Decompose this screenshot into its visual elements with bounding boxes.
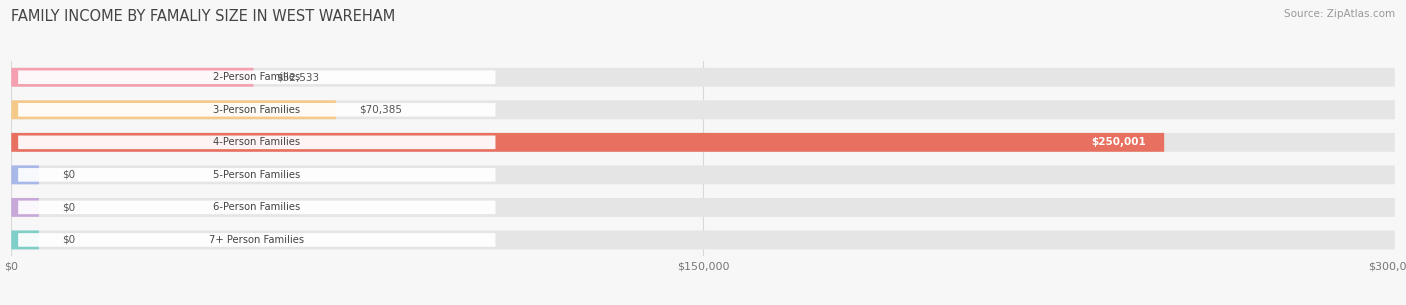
Text: Source: ZipAtlas.com: Source: ZipAtlas.com xyxy=(1284,9,1395,19)
FancyBboxPatch shape xyxy=(18,70,495,84)
Text: $0: $0 xyxy=(62,235,75,245)
FancyBboxPatch shape xyxy=(18,103,495,117)
FancyBboxPatch shape xyxy=(18,233,495,247)
FancyBboxPatch shape xyxy=(11,198,1395,217)
FancyBboxPatch shape xyxy=(11,198,39,217)
Text: 3-Person Families: 3-Person Families xyxy=(214,105,301,115)
Text: $250,001: $250,001 xyxy=(1091,137,1146,147)
Text: 2-Person Families: 2-Person Families xyxy=(214,72,301,82)
FancyBboxPatch shape xyxy=(18,168,495,182)
Text: $0: $0 xyxy=(62,203,75,212)
FancyBboxPatch shape xyxy=(11,231,39,249)
Text: 5-Person Families: 5-Person Families xyxy=(214,170,301,180)
Text: 6-Person Families: 6-Person Families xyxy=(214,203,301,212)
Text: $0: $0 xyxy=(62,170,75,180)
FancyBboxPatch shape xyxy=(11,165,39,184)
FancyBboxPatch shape xyxy=(11,165,1395,184)
FancyBboxPatch shape xyxy=(11,100,1395,119)
Text: $70,385: $70,385 xyxy=(359,105,402,115)
Text: 7+ Person Families: 7+ Person Families xyxy=(209,235,304,245)
FancyBboxPatch shape xyxy=(11,100,336,119)
Text: 4-Person Families: 4-Person Families xyxy=(214,137,301,147)
FancyBboxPatch shape xyxy=(11,133,1395,152)
FancyBboxPatch shape xyxy=(11,68,253,87)
Text: $52,533: $52,533 xyxy=(277,72,319,82)
FancyBboxPatch shape xyxy=(11,231,1395,249)
FancyBboxPatch shape xyxy=(18,201,495,214)
FancyBboxPatch shape xyxy=(11,133,1164,152)
Text: FAMILY INCOME BY FAMALIY SIZE IN WEST WAREHAM: FAMILY INCOME BY FAMALIY SIZE IN WEST WA… xyxy=(11,9,395,24)
FancyBboxPatch shape xyxy=(11,68,1395,87)
FancyBboxPatch shape xyxy=(18,135,495,149)
